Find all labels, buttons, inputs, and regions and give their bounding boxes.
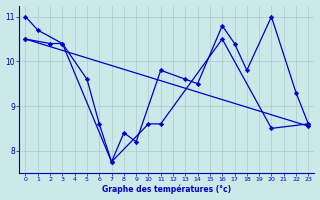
- X-axis label: Graphe des températures (°c): Graphe des températures (°c): [102, 185, 231, 194]
